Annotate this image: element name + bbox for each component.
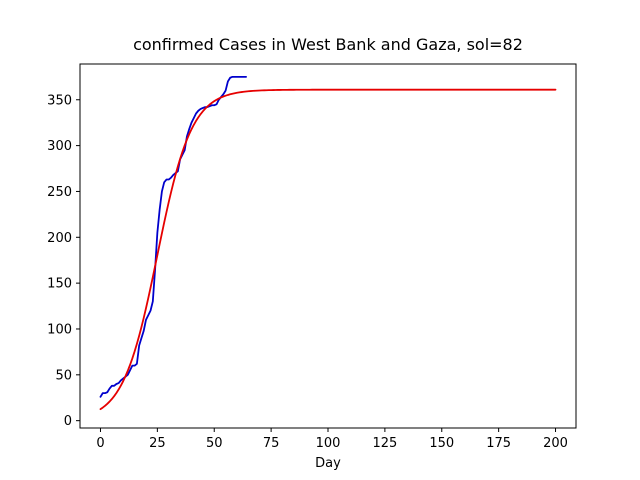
y-tick-label: 150 — [47, 277, 72, 292]
y-tick-label: 100 — [47, 322, 72, 337]
x-tick-label: 100 — [316, 436, 341, 451]
y-tick-label: 350 — [47, 93, 72, 108]
plot-frame — [79, 63, 577, 429]
x-axis-label: Day — [315, 456, 341, 471]
x-tick-label: 175 — [486, 436, 511, 451]
x-tick-label: 150 — [429, 436, 454, 451]
y-tick-label: 0 — [64, 414, 72, 429]
x-tick-label: 25 — [149, 436, 166, 451]
x-tick-label: 0 — [96, 436, 104, 451]
series-layer — [99, 75, 557, 411]
x-tick-label: 75 — [263, 436, 280, 451]
y-tick-label: 300 — [47, 139, 72, 154]
x-tick-label: 50 — [206, 436, 223, 451]
x-tick-label: 125 — [372, 436, 397, 451]
y-tick-label: 50 — [55, 368, 72, 383]
x-tick-label: 200 — [543, 436, 568, 451]
y-tick-label: 200 — [47, 231, 72, 246]
confirmed-cases-line — [99, 75, 247, 398]
chart-title: confirmed Cases in West Bank and Gaza, s… — [133, 35, 523, 54]
y-tick-label: 250 — [47, 185, 72, 200]
fitted-curve-line — [99, 88, 557, 411]
ticks-layer: 0 25 50 75 100 125 150 175 200 0 50 100 150 200 250 300… — [47, 93, 568, 451]
